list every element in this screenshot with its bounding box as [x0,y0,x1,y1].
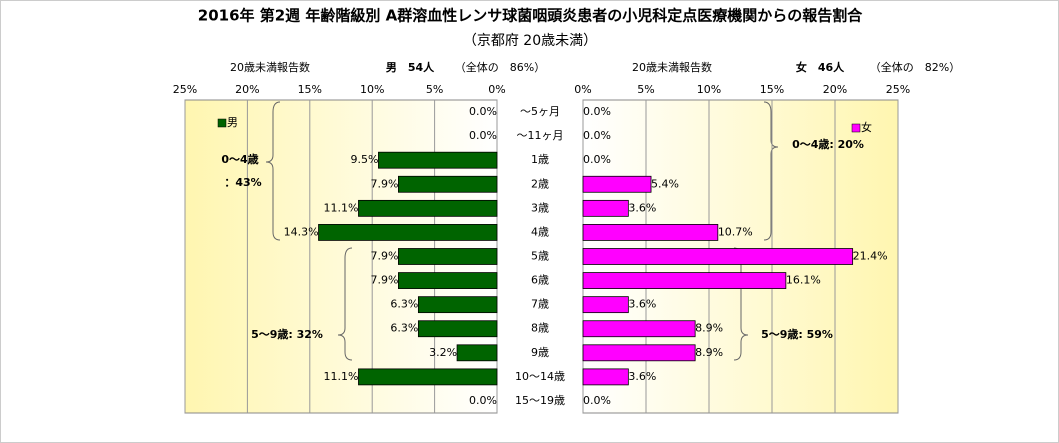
value-label: 6.3% [390,322,418,335]
x-tick-label: 15% [760,83,784,96]
legend-swatch [217,118,227,128]
value-label: 0.0% [469,105,497,118]
bar [582,175,652,193]
bar [582,344,696,362]
brace [337,247,353,361]
value-label: 0.0% [469,394,497,407]
value-label: 0.0% [583,129,611,142]
x-tick-label: 10% [697,83,721,96]
category-label: 9歳 [531,346,549,359]
value-label: 3.6% [628,201,656,214]
annotation: 5～9歳: 32% [251,327,323,341]
value-label: 0.0% [583,153,611,166]
legend-swatch [851,123,861,133]
bar [398,272,498,289]
value-label: 0.0% [583,105,611,118]
value-label: 9.5% [350,153,378,166]
category-label: 4歳 [531,225,549,238]
bar [582,320,696,338]
value-label: 7.9% [370,250,398,263]
value-label: 7.9% [370,177,398,190]
annotation: ：43% [224,176,261,189]
category-label: ～5ヶ月 [520,105,560,118]
x-tick-label: 10% [360,83,384,96]
bar [582,199,629,217]
header-count: 20歳未満報告数 [632,61,712,74]
x-tick-label: 15% [298,83,322,96]
value-label: 0.0% [469,129,497,142]
value-label: 21.4% [853,250,888,263]
header-share: （全体の 86%） [455,60,545,74]
value-label: 16.1% [786,274,821,287]
category-label: ～11ヶ月 [517,129,564,142]
value-label: 0.0% [583,394,611,407]
category-label: 6歳 [531,274,549,287]
value-label: 3.6% [628,370,656,383]
brace [763,101,779,241]
bar [398,175,498,193]
category-label: 7歳 [531,298,549,311]
category-label: 8歳 [531,322,549,335]
value-label: 11.1% [324,201,359,214]
value-label: 6.3% [390,298,418,311]
legend-label: 女 [861,120,872,134]
x-tick-label: 0% [574,83,591,96]
bar [417,320,498,338]
bar [582,296,629,314]
x-tick-label: 5% [637,83,654,96]
chart-subtitle: （京都府 20歳未満） [463,33,597,49]
x-tick-label: 0% [488,83,505,96]
value-label: 3.6% [628,298,656,311]
value-label: 7.9% [370,274,398,287]
bar [398,248,498,265]
annotation: 0～4歳: 20% [792,137,864,151]
bar [582,248,854,265]
x-tick-label: 20% [235,83,259,96]
category-label: 15～19歳 [515,394,565,407]
header-share: （全体の 82%） [870,60,960,74]
category-label: 3歳 [531,201,549,214]
bar [582,368,629,386]
x-tick-label: 20% [823,83,847,96]
bar [582,272,787,289]
chart-title: 2016年 第2週 年齢階級別 A群溶血性レンサ球菌咽頭炎患者の小児科定点医療機… [198,7,863,25]
value-label: 5.4% [651,177,679,190]
bar [318,224,498,241]
header-count: 20歳未満報告数 [230,61,310,74]
x-tick-label: 25% [886,83,910,96]
value-label: 11.1% [324,370,359,383]
bar [582,224,719,241]
value-label: 3.2% [429,346,457,359]
x-tick-label: 5% [426,83,443,96]
bar [417,296,498,314]
x-tick-label: 25% [173,83,197,96]
brace [265,101,281,241]
category-label: 10～14歳 [515,370,565,383]
annotation: 0～4歳 [221,152,258,166]
value-label: 8.9% [695,346,723,359]
bar [358,368,498,386]
category-label: 2歳 [531,177,549,190]
bar [358,199,498,217]
bar [378,151,498,169]
bar [456,344,498,362]
value-label: 10.7% [718,225,753,238]
header-total: 男 54人 [386,60,435,74]
category-label: 1歳 [531,153,549,166]
value-label: 14.3% [284,225,319,238]
legend-label: 男 [227,116,238,129]
header-total: 女 46人 [796,60,845,74]
value-label: 8.9% [695,322,723,335]
category-label: 5歳 [531,250,549,263]
annotation: 5～9歳: 59% [761,327,833,341]
